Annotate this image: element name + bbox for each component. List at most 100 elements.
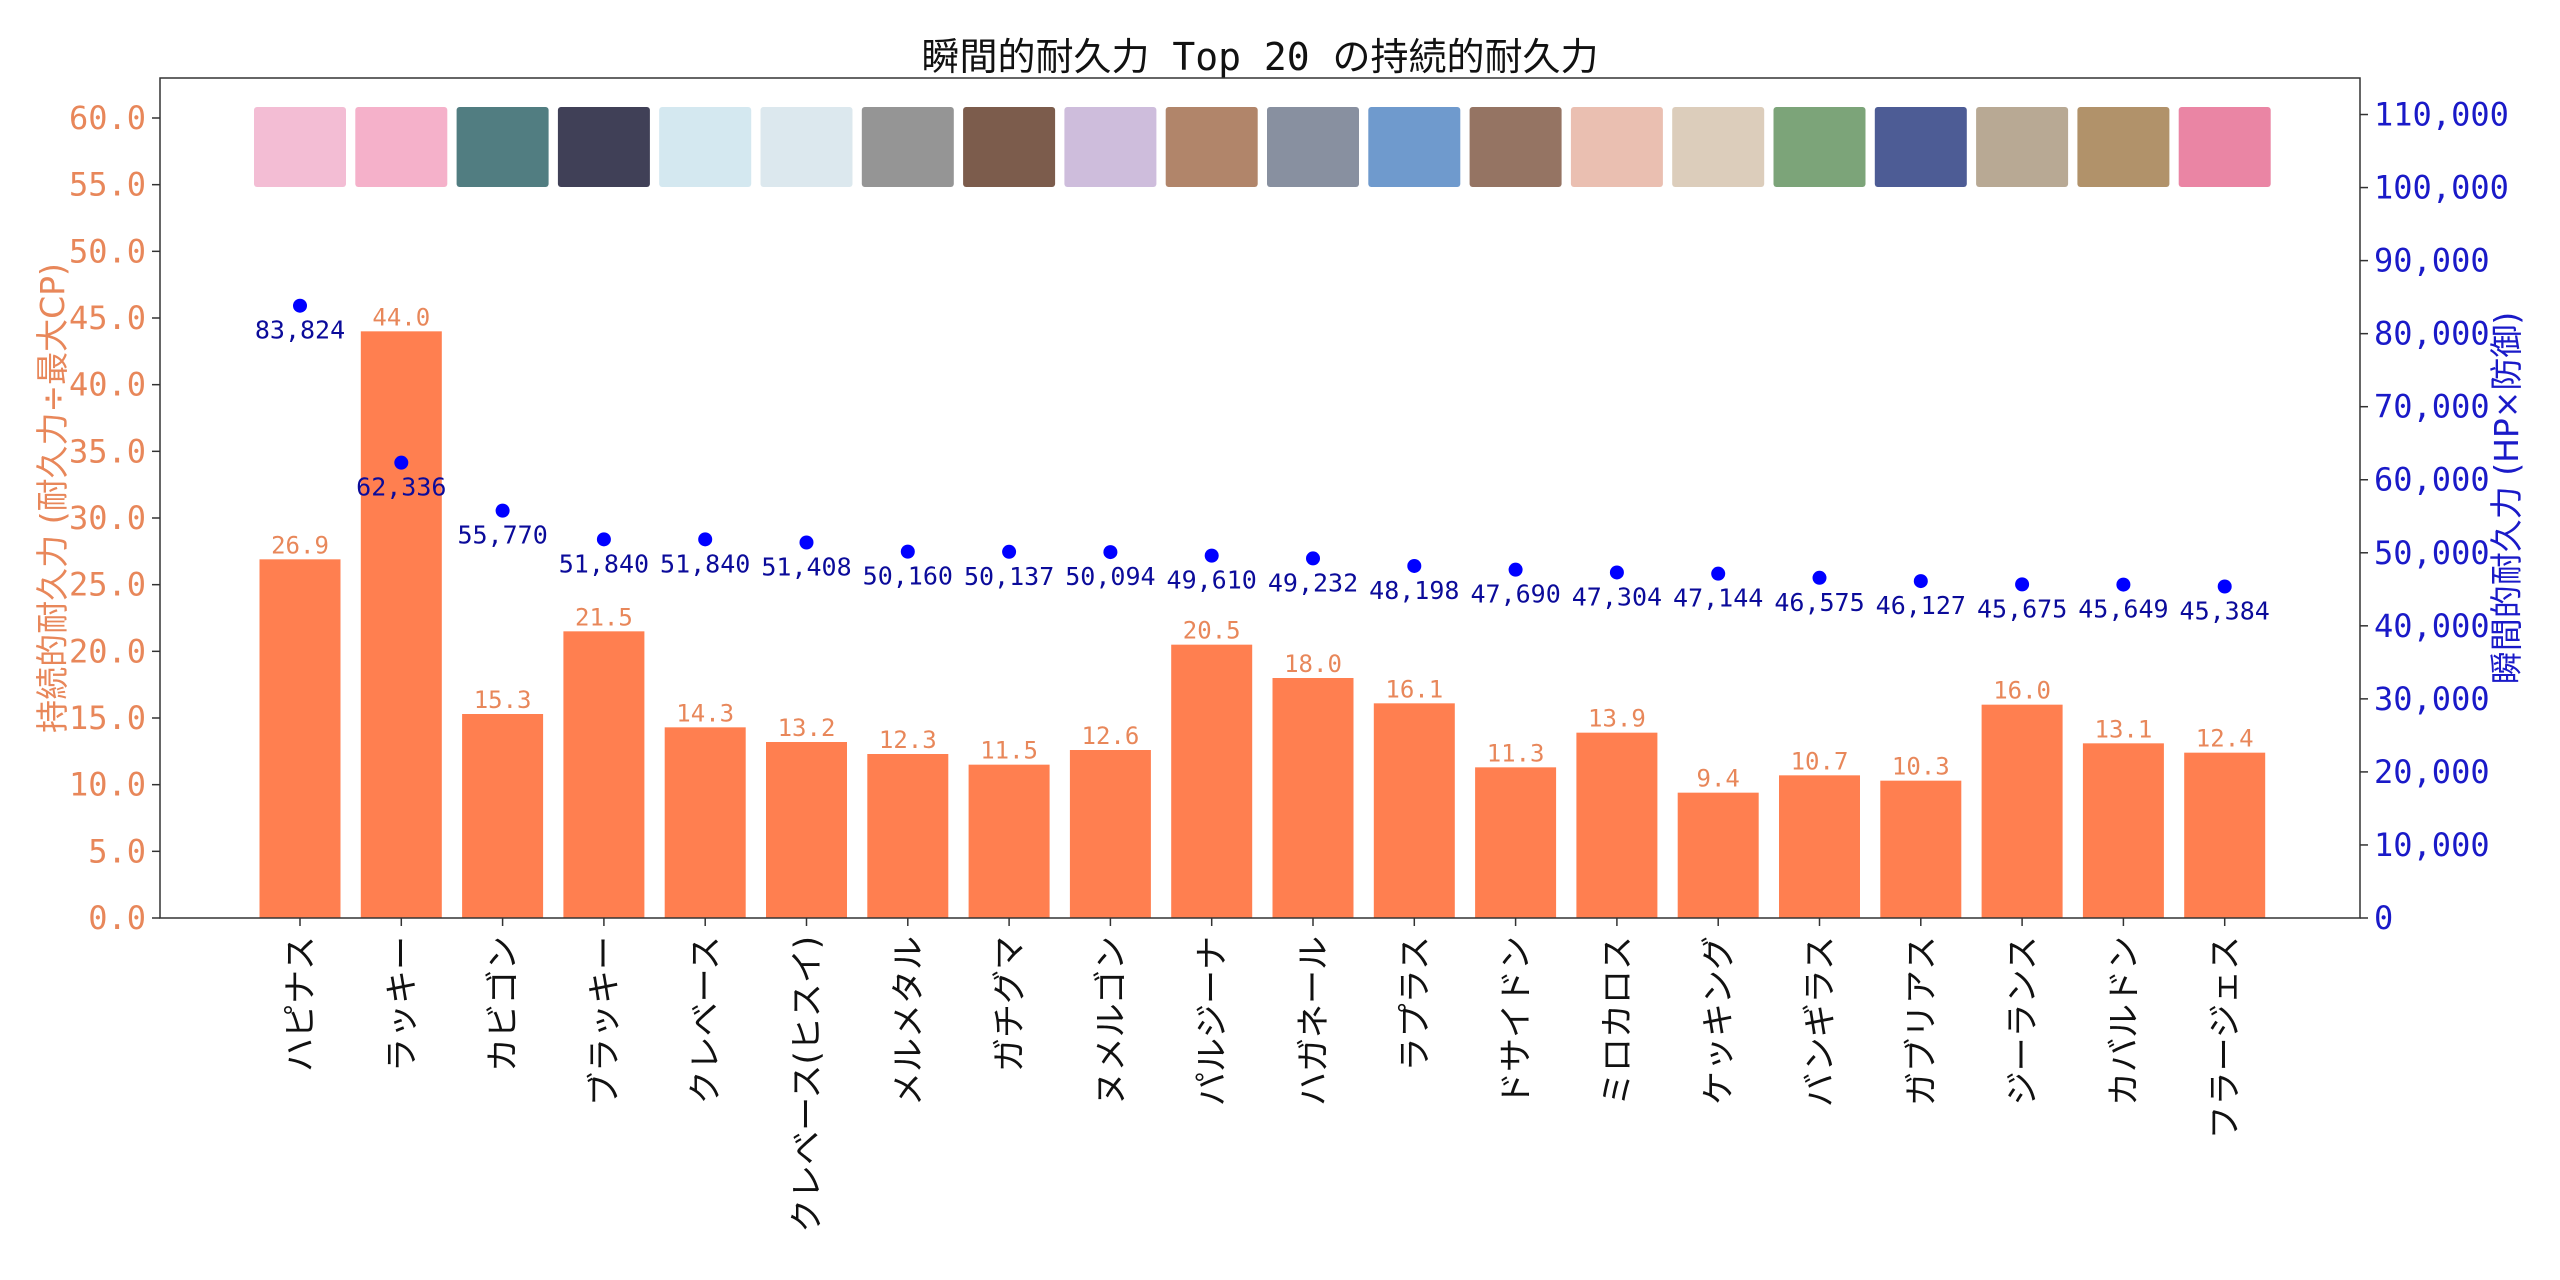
bar-label-18: 16.0 — [1993, 677, 2051, 705]
bar-8 — [968, 764, 1050, 918]
bar-label-15: 9.4 — [1697, 765, 1740, 793]
point-label-16: 46,575 — [1774, 588, 1864, 617]
bar-label-8: 11.5 — [980, 737, 1038, 765]
point-label-17: 46,127 — [1876, 591, 1966, 620]
pokemon-thumbnail-6 — [760, 107, 853, 187]
x-tick-label-11: ハガネール — [1294, 936, 1334, 1106]
bar-2 — [360, 331, 442, 918]
right-tick-label-11: 110,000 — [2374, 96, 2509, 134]
pokemon-thumbnail-16 — [1773, 107, 1866, 187]
point-18 — [2015, 577, 2030, 592]
right-tick-label-9: 90,000 — [2374, 242, 2490, 280]
bar-12 — [1373, 703, 1455, 918]
right-tick-label-5: 50,000 — [2374, 534, 2490, 572]
point-label-18: 45,675 — [1977, 594, 2067, 623]
bar-13 — [1475, 767, 1557, 918]
point-9 — [1103, 545, 1118, 560]
right-tick-label-4: 40,000 — [2374, 607, 2490, 645]
point-label-13: 47,690 — [1470, 580, 1560, 609]
pokemon-thumbnail-2 — [355, 107, 448, 187]
pokemon-thumbnail-11 — [1267, 107, 1359, 187]
point-1 — [293, 298, 307, 313]
point-7 — [900, 544, 915, 559]
right-tick-label-3: 30,000 — [2374, 680, 2490, 718]
left-tick-label-9: 45.0 — [69, 299, 146, 337]
left-tick-label-12: 60.0 — [69, 99, 146, 137]
bar-14 — [1576, 732, 1658, 918]
bar-20 — [2184, 752, 2266, 918]
bar-3 — [462, 714, 544, 918]
x-tick-label-15: ケッキング — [1699, 936, 1739, 1105]
left-axis-label: 持続的耐久力 (耐久力÷最大CP) — [33, 263, 72, 733]
point-label-1: 83,824 — [255, 316, 345, 345]
pokemon-thumbnail-19 — [2077, 107, 2170, 187]
x-tick-label-16: バンギラス — [1801, 936, 1841, 1107]
point-label-9: 50,094 — [1065, 562, 1155, 591]
point-14 — [1609, 565, 1624, 580]
point-label-14: 47,304 — [1572, 582, 1662, 611]
scatter-value-labels: 83,824 62,336 55,770 51,840 51,840 51,408 50,1… — [255, 316, 2270, 626]
bar-label-4: 21.5 — [575, 603, 633, 631]
x-tick-label-4: ブラッキー — [585, 936, 625, 1106]
point-label-6: 51,408 — [761, 552, 851, 581]
pokemon-thumbnail-17 — [1874, 107, 1967, 187]
x-tick-label-2: ラッキー — [382, 936, 422, 1072]
x-tick-label-6: クレベース(ヒスイ) — [788, 936, 828, 1233]
bar-label-2: 44.0 — [372, 303, 430, 331]
point-13 — [1508, 562, 1523, 577]
scatter-series — [293, 298, 2232, 594]
pokemon-thumbnails — [254, 107, 2271, 187]
pokemon-thumbnail-4 — [557, 107, 650, 187]
point-12 — [1407, 558, 1422, 573]
left-tick-label-5: 25.0 — [69, 566, 146, 604]
bar-series — [259, 331, 2266, 918]
bar-label-10: 20.5 — [1183, 617, 1241, 645]
pokemon-thumbnail-18 — [1976, 107, 2069, 187]
left-tick-label-7: 35.0 — [69, 432, 146, 470]
x-axis-ticks: ハピナス ラッキー カビゴン ブラッキー クレベース クレベース(ヒスイ) メルメタル ガチグ… — [281, 918, 2246, 1233]
right-tick-label-10: 100,000 — [2374, 169, 2509, 207]
bar-18 — [1981, 704, 2063, 918]
x-tick-label-17: ガブリアス — [1902, 936, 1942, 1106]
chart-title: 瞬間的耐久力 Top 20 の持続的耐久力 — [921, 35, 1598, 79]
plot-frame — [159, 77, 2361, 919]
right-tick-label-2: 20,000 — [2374, 753, 2490, 791]
bar-label-1: 26.9 — [271, 531, 329, 559]
x-tick-label-10: パルジーナ — [1193, 936, 1233, 1106]
bar-10 — [1171, 644, 1253, 918]
point-2 — [394, 455, 409, 470]
bar-6 — [766, 742, 847, 918]
point-label-7: 50,160 — [863, 562, 953, 591]
point-label-8: 50,137 — [964, 562, 1054, 591]
x-tick-label-14: ミロカロス — [1598, 936, 1638, 1106]
bar-label-12: 16.1 — [1385, 675, 1443, 703]
pokemon-thumbnail-1 — [254, 107, 346, 187]
pokemon-thumbnail-9 — [1064, 107, 1157, 187]
right-tick-label-8: 80,000 — [2374, 315, 2490, 353]
bar-label-13: 11.3 — [1487, 739, 1545, 767]
x-tick-label-3: カビゴン — [484, 936, 524, 1072]
bar-label-17: 10.3 — [1892, 753, 1950, 781]
x-tick-label-12: ラプラス — [1395, 936, 1435, 1071]
point-3 — [495, 503, 510, 518]
x-tick-label-7: メルメタル — [889, 936, 929, 1106]
bar-label-14: 13.9 — [1588, 705, 1646, 733]
right-axis-ticks: 0 10,000 20,000 30,000 40,000 50,000 60,000 70,… — [2360, 96, 2509, 937]
left-tick-label-10: 50.0 — [69, 232, 146, 270]
point-6 — [799, 535, 814, 550]
point-label-4: 51,840 — [559, 549, 649, 578]
point-label-10: 49,610 — [1167, 566, 1257, 595]
point-label-19: 45,649 — [2078, 595, 2168, 624]
bar-16 — [1779, 775, 1860, 918]
pokemon-thumbnail-14 — [1570, 107, 1663, 187]
point-17 — [1913, 574, 1928, 589]
pokemon-thumbnail-15 — [1672, 107, 1765, 187]
bar-11 — [1272, 678, 1354, 918]
bar-label-16: 10.7 — [1791, 747, 1849, 775]
pokemon-thumbnail-5 — [659, 107, 752, 187]
bar-label-9: 12.6 — [1082, 722, 1140, 750]
bar-label-7: 12.3 — [879, 726, 937, 754]
x-tick-label-20: フラージェス — [2206, 936, 2246, 1139]
point-16 — [1812, 570, 1827, 585]
bar-label-6: 13.2 — [778, 714, 836, 742]
